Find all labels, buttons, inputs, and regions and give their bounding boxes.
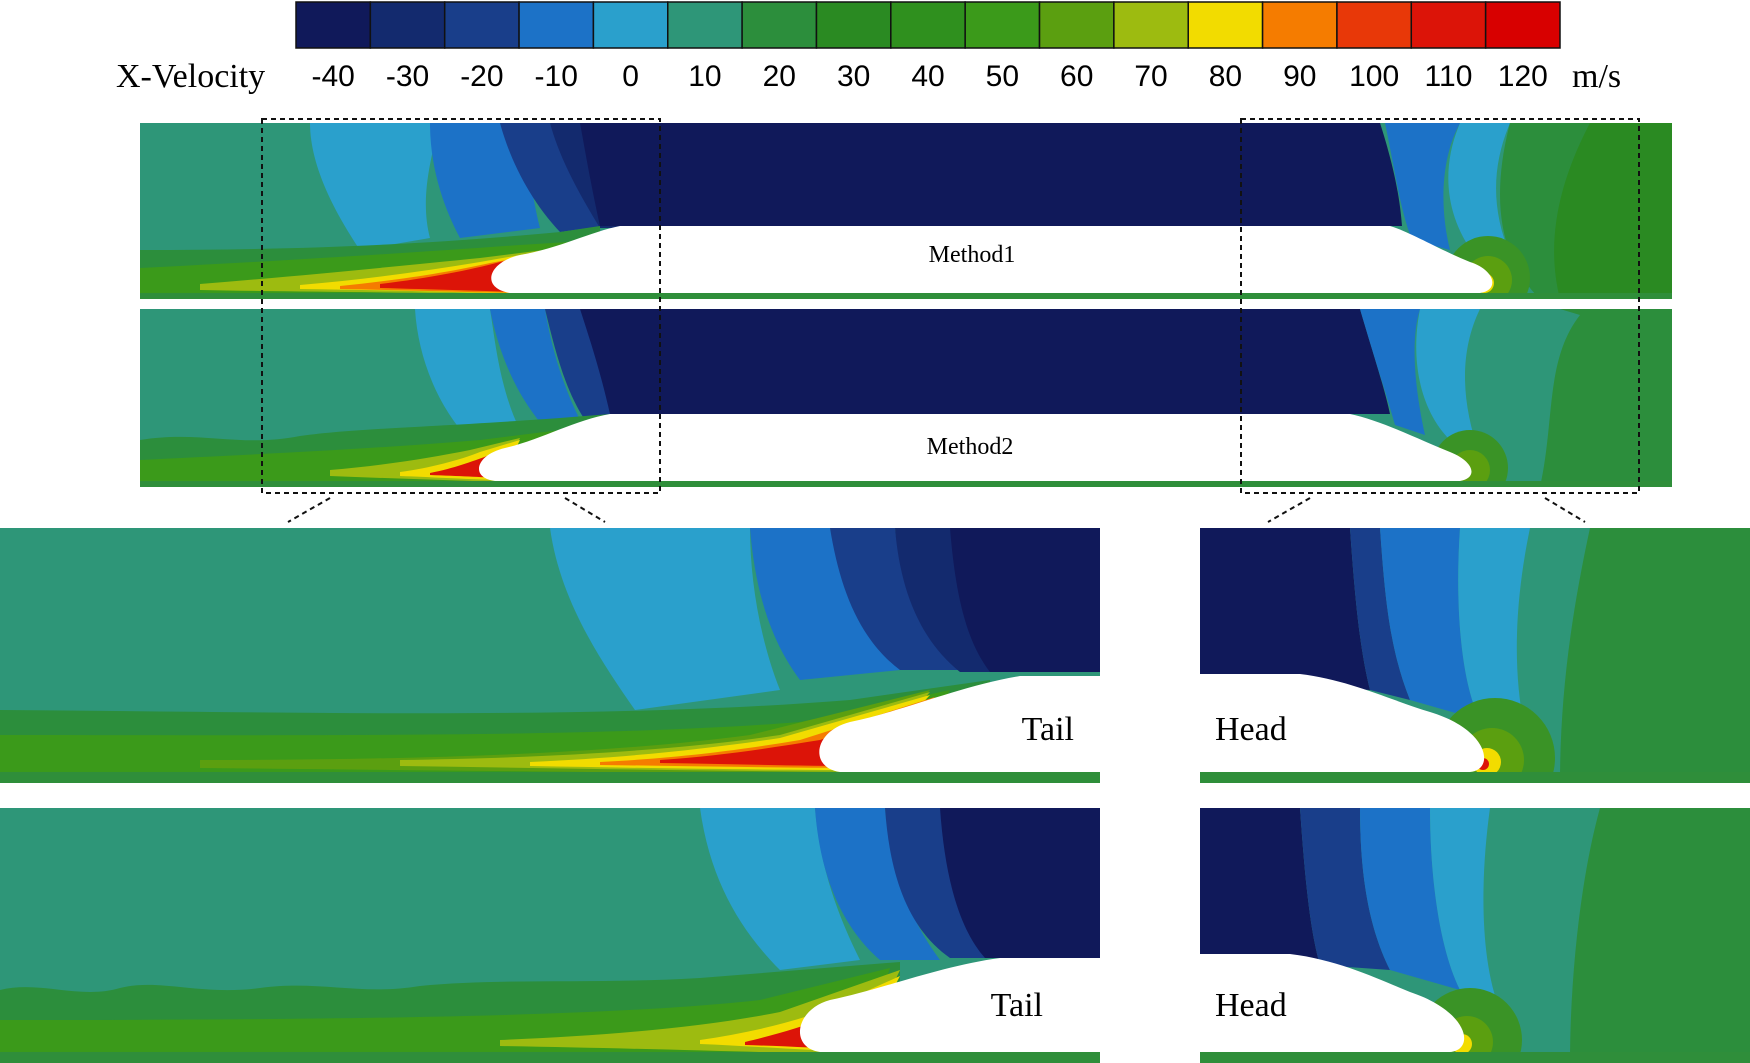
legend-title: X-Velocity bbox=[116, 58, 265, 95]
colorbar-cell bbox=[592, 1, 669, 49]
zoom-connector bbox=[564, 497, 606, 523]
contour-band bbox=[1560, 528, 1750, 783]
contour-band bbox=[1570, 808, 1750, 1063]
colorbar-tick-label: 10 bbox=[688, 60, 721, 93]
colorbar-tick-label: -10 bbox=[535, 60, 578, 93]
contour-band bbox=[545, 309, 620, 420]
colorbar-cell bbox=[1410, 1, 1487, 49]
zoom-head-method2: Head bbox=[1200, 808, 1750, 1063]
contour-band bbox=[500, 123, 610, 232]
zoom-tail-method2: Tail bbox=[0, 808, 1100, 1063]
colorbar-cell bbox=[1261, 1, 1338, 49]
panel-label-method2: Method2 bbox=[927, 434, 1014, 460]
colorbar-cell bbox=[667, 1, 743, 49]
colorbar-tick-labels: -40 -30 -20 -10 0 10 20 30 40 50 60 70 80 90 100 110 120 bbox=[311, 60, 1547, 93]
contour-band bbox=[1530, 123, 1672, 299]
contour-band bbox=[1458, 528, 1530, 750]
legend-unit: m/s bbox=[1572, 58, 1621, 95]
colorbar-tick-label: 30 bbox=[837, 60, 870, 93]
zoom-head-method1: Head bbox=[1200, 528, 1750, 783]
colorbar-cell bbox=[741, 1, 818, 49]
colorbar-cell bbox=[1336, 1, 1413, 49]
colorbar-tick-label: -40 bbox=[311, 60, 354, 93]
train-body bbox=[819, 676, 1100, 772]
colorbar-cell bbox=[1187, 1, 1264, 49]
contour-band bbox=[1416, 309, 1480, 455]
roof-low-velocity-zone bbox=[1200, 528, 1370, 690]
contour-band bbox=[415, 309, 520, 440]
colorbar-tick-label: 100 bbox=[1349, 60, 1399, 93]
zoom-tail-method1: Tail bbox=[0, 528, 1100, 783]
roof-low-velocity-zone bbox=[580, 309, 1390, 414]
colorbar-cell bbox=[369, 1, 446, 49]
ground bbox=[0, 772, 1100, 783]
roof-low-velocity-zone bbox=[580, 123, 1402, 226]
colorbar-cell bbox=[890, 1, 966, 49]
train-body bbox=[799, 958, 1100, 1052]
contour-band bbox=[490, 309, 580, 428]
colorbar-cell bbox=[1038, 1, 1115, 49]
zoom-label-tail-1: Tail bbox=[1022, 711, 1074, 748]
contour-band bbox=[1448, 123, 1520, 275]
colorbar-tick-label: -20 bbox=[460, 60, 503, 93]
contour-band bbox=[1430, 808, 1500, 1010]
contour-band bbox=[1380, 528, 1480, 720]
ground bbox=[1200, 772, 1750, 783]
tail-zoom-selection bbox=[261, 118, 661, 494]
train-body bbox=[491, 226, 1493, 293]
train-body bbox=[1200, 954, 1465, 1052]
zoom-label-head-2: Head bbox=[1215, 987, 1287, 1024]
contour-band bbox=[815, 808, 940, 960]
colorbar-legend: X-Velocity -40 -30 -20 -10 0 10 20 30 40 50 60 70 80… bbox=[116, 1, 1621, 95]
colorbar-tick-label: 60 bbox=[1060, 60, 1093, 93]
contour-band bbox=[1360, 309, 1425, 435]
zoom-label-tail-2: Tail bbox=[991, 987, 1043, 1024]
colorbar-tick-label: 70 bbox=[1134, 60, 1167, 93]
colorbar-cell bbox=[295, 1, 372, 49]
contour-band bbox=[700, 808, 860, 970]
train-body bbox=[1200, 674, 1485, 772]
ground bbox=[140, 293, 1672, 299]
colorbar-tick-label: 20 bbox=[763, 60, 796, 93]
colorbar-cell bbox=[1113, 1, 1189, 49]
colorbar-tick-label: 0 bbox=[622, 60, 639, 93]
contour-band bbox=[1385, 123, 1460, 250]
contour-band bbox=[750, 528, 900, 680]
roof-low-velocity-zone bbox=[950, 528, 1100, 672]
head-zoom-selection bbox=[1240, 118, 1640, 494]
colorbar-tick-label: 120 bbox=[1498, 60, 1548, 93]
roof-low-velocity-zone bbox=[940, 808, 1100, 958]
contour-band bbox=[550, 528, 780, 710]
colorbar-tick-label: 40 bbox=[911, 60, 944, 93]
colorbar-tick-label: 50 bbox=[986, 60, 1019, 93]
colorbar-cell bbox=[443, 1, 520, 49]
colorbar-cell bbox=[815, 1, 892, 49]
contour-band bbox=[1350, 528, 1410, 700]
main-panel-method1: Method1 bbox=[140, 123, 1672, 299]
colorbar-tick-label: 80 bbox=[1209, 60, 1242, 93]
zoom-connector bbox=[1267, 497, 1311, 523]
colorbar-cell bbox=[1484, 1, 1561, 49]
ground bbox=[0, 1052, 1100, 1063]
colorbar-tick-label: -30 bbox=[386, 60, 429, 93]
ground bbox=[1200, 1052, 1750, 1063]
contour-band bbox=[310, 123, 440, 250]
main-panel-method2: Method2 bbox=[140, 309, 1672, 487]
zoom-connector bbox=[1544, 497, 1586, 523]
contour-band bbox=[1300, 808, 1390, 970]
colorbar-tick-label: 90 bbox=[1283, 60, 1316, 93]
roof-low-velocity-zone bbox=[1200, 808, 1320, 965]
panel-label-method1: Method1 bbox=[929, 242, 1016, 268]
colorbar-cell bbox=[964, 1, 1041, 49]
zoom-label-head-1: Head bbox=[1215, 711, 1287, 748]
colorbar-tick-label: 110 bbox=[1425, 60, 1473, 93]
colorbar-cell bbox=[518, 1, 595, 49]
train-body bbox=[478, 414, 1472, 481]
ground bbox=[140, 481, 1672, 487]
contour-band bbox=[1360, 808, 1460, 990]
colorbar bbox=[295, 1, 1561, 49]
zoom-connector bbox=[287, 497, 331, 523]
